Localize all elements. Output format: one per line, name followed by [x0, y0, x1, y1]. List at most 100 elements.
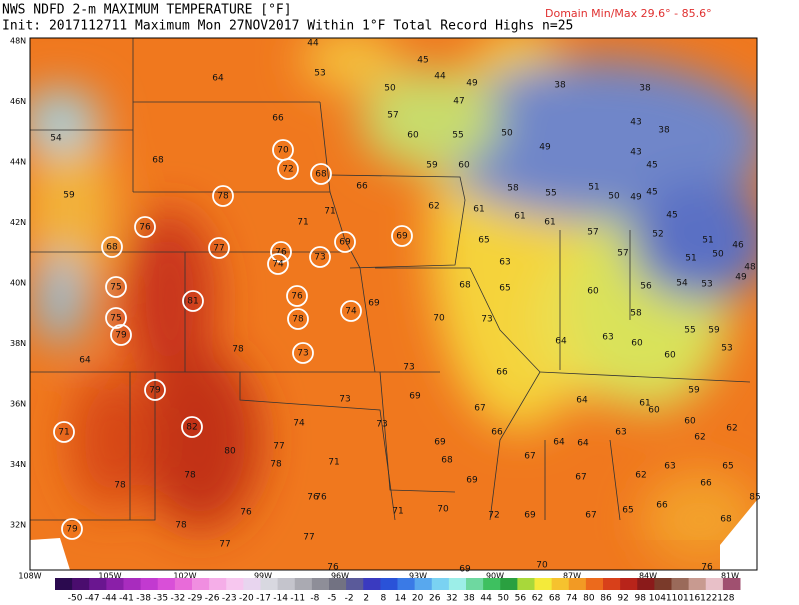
station-value: 71: [58, 428, 69, 438]
station-value: 60: [458, 161, 470, 171]
station-value: 54: [676, 279, 688, 289]
station-value: 70: [437, 505, 449, 515]
station-value: 81: [187, 297, 198, 307]
station-value: 64: [555, 337, 567, 347]
station-value: 64: [212, 74, 224, 84]
station-value: 44: [434, 72, 446, 82]
station-value: 46: [732, 241, 744, 251]
colorbar-segment: [260, 578, 279, 590]
latitude-label: 36N: [10, 400, 26, 409]
station-value: 49: [466, 79, 478, 89]
colorbar-label: 44: [480, 594, 492, 604]
station-value: 38: [658, 126, 670, 136]
colorbar-segment: [637, 578, 655, 590]
station-value: 78: [184, 471, 196, 481]
colorbar-segment: [363, 578, 381, 590]
station-value: 69: [459, 565, 471, 575]
station-value: 79: [115, 331, 127, 341]
state-borders: [30, 38, 751, 570]
colorbar-label: -41: [119, 594, 134, 604]
record-circle: [310, 163, 332, 185]
station-value: 64: [576, 396, 588, 406]
colorbar-label: -17: [256, 594, 271, 604]
record-circle: [292, 342, 314, 364]
station-value: 69: [409, 392, 421, 402]
station-value: 75: [110, 283, 121, 293]
station-value: 79: [66, 525, 78, 535]
station-value: 77: [273, 442, 284, 452]
longitude-label: 105W: [98, 572, 121, 581]
station-value: 68: [720, 515, 732, 525]
longitude-label: 102W: [173, 572, 196, 581]
station-value: 45: [417, 56, 428, 66]
station-value: 71: [328, 458, 339, 468]
record-circle: [182, 290, 204, 312]
station-value: 74: [272, 260, 284, 270]
colorbar-segment: [311, 578, 330, 590]
station-value: 61: [639, 399, 650, 409]
station-value: 59: [688, 386, 700, 396]
station-value: 78: [270, 460, 282, 470]
station-value: 38: [554, 81, 566, 91]
colorbar-segment: [157, 578, 176, 590]
latitude-label: 38N: [10, 339, 26, 348]
colorbar-label: 104: [649, 594, 666, 604]
station-value: 67: [585, 511, 596, 521]
colorbar-segment: [551, 578, 570, 590]
station-value: 55: [452, 131, 463, 141]
record-circle: [391, 225, 413, 247]
colorbar-label: 98: [635, 594, 647, 604]
record-circle: [110, 324, 132, 346]
station-value: 50: [712, 250, 724, 260]
station-value: 59: [63, 191, 75, 201]
station-value: 65: [499, 284, 510, 294]
station-value: 73: [339, 395, 350, 405]
station-value: 45: [646, 188, 657, 198]
colorbar-segment: [397, 578, 416, 590]
map-frame: [29, 37, 758, 571]
colorbar-segment: [89, 578, 107, 590]
longitude-label: 93W: [409, 572, 427, 581]
station-value: 65: [478, 236, 489, 246]
station-value: 76: [327, 563, 339, 573]
colorbar-segment: [329, 578, 347, 590]
colorbar-label: 20: [412, 594, 424, 604]
station-value: 78: [217, 192, 229, 202]
station-value: 63: [615, 428, 626, 438]
station-value: 67: [524, 452, 535, 462]
colorbar-segment: [654, 578, 672, 590]
colorbar-label: -26: [205, 594, 220, 604]
colorbar-label: 62: [532, 594, 543, 604]
station-value: 49: [735, 273, 747, 283]
station-value: 75: [110, 314, 121, 324]
station-value: 57: [587, 228, 598, 238]
station-value: 70: [277, 146, 289, 156]
record-circle: [181, 416, 203, 438]
station-value: 53: [314, 69, 325, 79]
station-value: 59: [708, 326, 720, 336]
longitude-label: 96W: [331, 572, 349, 581]
colorbar-label: 110: [666, 594, 683, 604]
station-value: 66: [496, 368, 508, 378]
station-value: 60: [648, 406, 660, 416]
colorbar-label: -23: [222, 594, 237, 604]
record-circle: [101, 236, 123, 258]
station-value: 52: [652, 230, 663, 240]
station-value: 68: [106, 243, 118, 253]
station-value: 77: [219, 540, 230, 550]
station-value: 78: [292, 315, 304, 325]
station-value: 66: [656, 501, 668, 511]
colorbar-segment: [209, 578, 227, 590]
station-value: 66: [700, 479, 712, 489]
colorbar-segment: [243, 578, 261, 590]
init-line: Init: 2017112711 Maximum Mon 27NOV2017 W…: [2, 19, 573, 34]
colorbar-label: -29: [188, 594, 203, 604]
station-value: 77: [213, 244, 224, 254]
longitude-label: 87W: [563, 572, 581, 581]
colorbar-label: 50: [498, 594, 510, 604]
colorbar-segment: [671, 578, 690, 590]
station-value: 74: [345, 307, 357, 317]
station-value: 72: [282, 165, 293, 175]
record-circle: [340, 300, 362, 322]
colorbar-segment: [123, 578, 142, 590]
